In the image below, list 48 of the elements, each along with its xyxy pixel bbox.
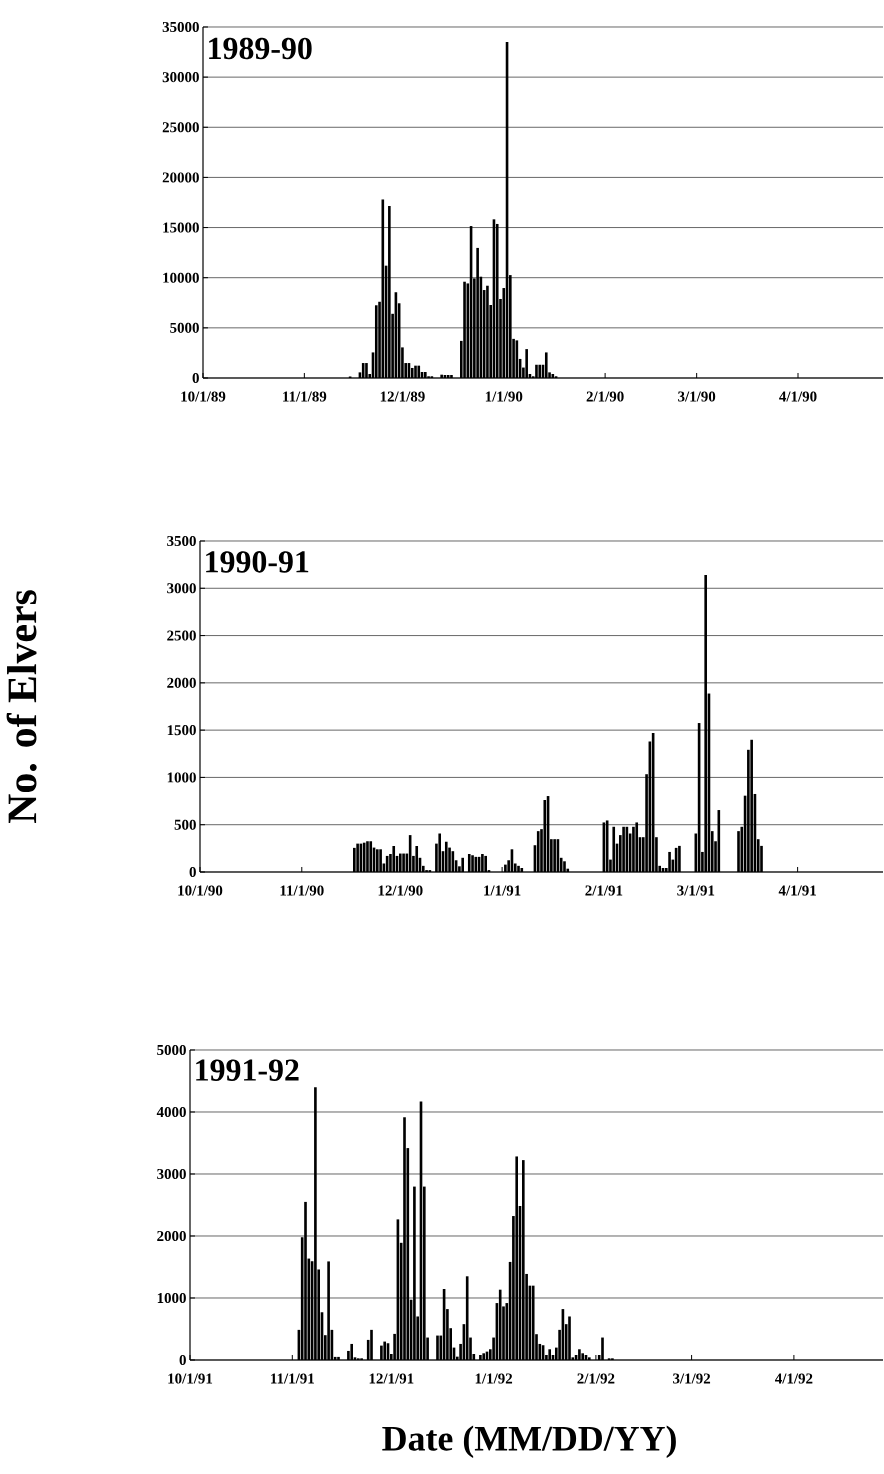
x-tick-label: 1/1/92 — [475, 1373, 513, 1384]
y-axis-title: No. of Elvers — [6, 590, 37, 824]
y-tick-label: 0 — [189, 866, 197, 878]
y-tick-label: 1500 — [168, 725, 197, 736]
y-tick-label: 4000 — [157, 1106, 187, 1118]
y-tick-label: 500 — [174, 819, 197, 830]
y-tick-label: 30000 — [162, 72, 200, 83]
x-tick-label: 2/1/91 — [585, 885, 623, 896]
y-tick-label: 3500 — [167, 535, 197, 547]
y-tick-label: 1000 — [158, 1292, 187, 1304]
x-tick-label: 10/1/91 — [168, 1373, 213, 1384]
x-tick-label: 1/1/91 — [484, 885, 521, 896]
chart-title: 1989-90 — [209, 37, 312, 60]
x-tick-label: 12/1/91 — [369, 1373, 414, 1384]
x-axis-title: Date (MM/DD/YY) — [382, 1425, 677, 1459]
x-tick-label: 12/1/89 — [381, 391, 425, 402]
y-tick-label: 2500 — [167, 630, 197, 641]
y-tick-label: 5000 — [170, 322, 200, 333]
x-tick-label: 2/1/92 — [577, 1373, 615, 1384]
x-tick-label: 3/1/90 — [678, 391, 716, 402]
y-tick-label: 10000 — [163, 272, 200, 283]
y-tick-label: 25000 — [162, 122, 200, 133]
x-tick-label: 4/1/90 — [779, 391, 817, 402]
y-tick-label: 0 — [192, 372, 200, 384]
x-tick-label: 10/1/89 — [181, 391, 226, 402]
x-tick-label: 4/1/92 — [775, 1373, 813, 1384]
y-tick-label: 2000 — [157, 1230, 187, 1242]
y-tick-label: 3000 — [167, 583, 197, 594]
y-tick-label: 1000 — [168, 772, 197, 783]
chart-title: 1990-91 — [206, 551, 309, 573]
y-tick-label: 5000 — [157, 1044, 187, 1056]
x-tick-label: 11/1/90 — [280, 885, 324, 896]
x-tick-label: 3/1/92 — [673, 1373, 711, 1384]
x-tick-label: 3/1/91 — [677, 885, 715, 896]
x-tick-label: 11/1/91 — [271, 1373, 315, 1384]
y-tick-label: 15000 — [163, 222, 200, 233]
y-tick-label: 2000 — [167, 677, 197, 688]
x-tick-label: 12/1/90 — [378, 885, 423, 896]
y-tick-label: 20000 — [162, 172, 200, 183]
y-tick-label: 3000 — [157, 1168, 187, 1180]
x-tick-label: 11/1/89 — [283, 391, 327, 402]
chart-title: 1991-92 — [196, 1059, 299, 1081]
y-tick-label: 0 — [179, 1354, 187, 1366]
x-tick-label: 2/1/90 — [586, 391, 624, 402]
y-tick-label: 35000 — [162, 21, 200, 33]
x-tick-label: 1/1/90 — [486, 391, 523, 402]
x-tick-label: 10/1/90 — [178, 885, 223, 896]
x-tick-label: 4/1/91 — [778, 885, 817, 896]
